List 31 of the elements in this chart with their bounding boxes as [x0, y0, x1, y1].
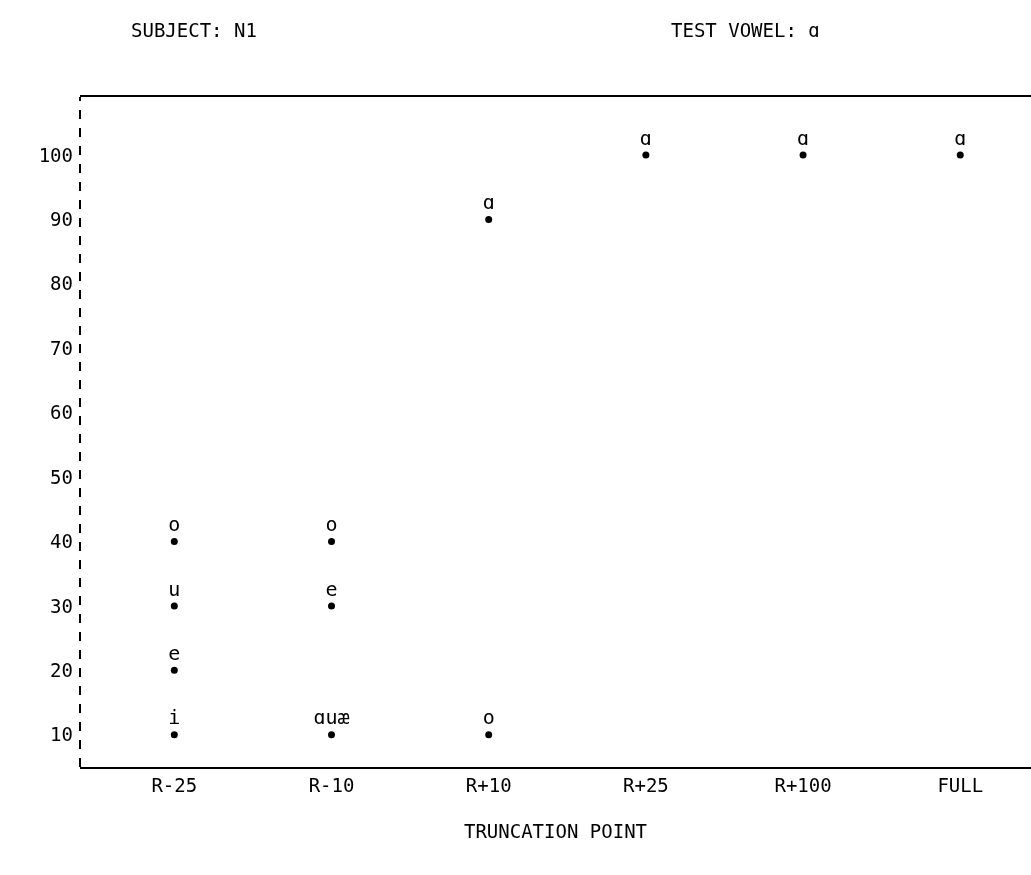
- y-tick-label: 60: [50, 401, 73, 424]
- data-label: ɑ: [639, 125, 652, 150]
- data-label: ɑ: [482, 190, 495, 215]
- x-tick-label: R+10: [465, 773, 512, 796]
- data-label: u: [168, 576, 181, 601]
- x-tick-label: R-10: [308, 773, 355, 796]
- data-label: o: [168, 512, 181, 537]
- y-tick-label: 100: [38, 143, 73, 166]
- y-tick-label: 30: [50, 594, 73, 617]
- x-tick-label: FULL: [937, 773, 984, 796]
- x-tick-label: R-25: [151, 773, 198, 796]
- data-label: e: [325, 576, 338, 601]
- data-label: e: [168, 640, 181, 665]
- x-tick-label: R+100: [774, 773, 832, 796]
- y-tick-label: 90: [50, 208, 73, 231]
- data-label: o: [482, 705, 495, 730]
- x-axis-title: TRUNCATION POINT: [463, 820, 648, 843]
- data-label: ɑ: [797, 125, 810, 150]
- data-label: ɑuæ: [313, 705, 350, 730]
- data-label: i: [168, 705, 181, 730]
- y-tick-label: 80: [50, 272, 73, 295]
- data-label: ɑ: [954, 125, 967, 150]
- y-tick-label: 20: [50, 659, 73, 682]
- data-label: o: [325, 512, 338, 537]
- y-tick-label: 10: [50, 723, 73, 746]
- y-tick-label: 70: [50, 336, 73, 359]
- y-tick-label: 50: [50, 465, 73, 488]
- chart-subtitle: TEST VOWEL: ɑ: [671, 19, 820, 41]
- y-tick-label: 40: [50, 530, 73, 553]
- x-tick-label: R+25: [623, 773, 669, 796]
- chart-title: SUBJECT: N1: [131, 19, 257, 41]
